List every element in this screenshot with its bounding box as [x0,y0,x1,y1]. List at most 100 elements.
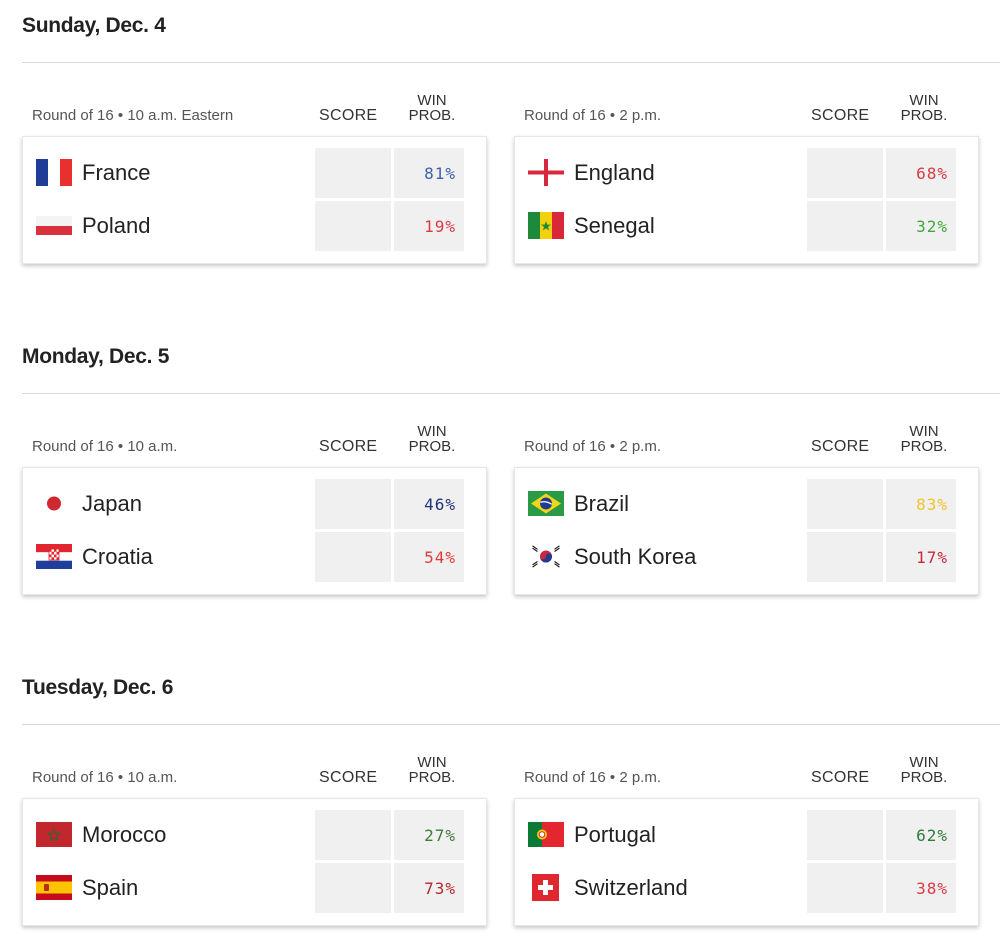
win-prob-value: 62% [916,826,948,845]
match-morocco-spain: Round of 16 • 10 a.m. SCORE WIN PROB. Mor… [22,752,487,928]
team-row: Senegal 32% [515,201,978,251]
japan-flag-icon [36,490,72,517]
day-divider [22,724,1000,725]
match-card: Morocco 27% Spain 73% [22,798,487,926]
team-name: Poland [82,213,151,238]
poland-flag-icon [36,212,72,239]
win-prob-header: WIN PROB. [900,92,948,124]
win-prob-value: 32% [916,217,948,236]
score-cell [315,863,391,913]
win-prob-value: 46% [424,495,456,514]
match-label: Round of 16 • 10 a.m. [32,769,178,786]
match-label: Round of 16 • 2 p.m. [524,107,661,124]
win-prob-cell: 46% [394,479,464,529]
score-header: SCORE [811,438,870,455]
score-cell [807,201,883,251]
score-cell [807,479,883,529]
match-label: Round of 16 • 2 p.m. [524,769,661,786]
team-row: Poland 19% [23,201,486,251]
team-row: South Korea 17% [515,532,978,582]
day-divider [22,62,1000,63]
win-prob-header: WIN PROB. [900,423,948,455]
win-prob-cell: 54% [394,532,464,582]
win-prob-header: WIN PROB. [408,423,456,455]
team-name: Portugal [574,822,656,847]
win-prob-cell: 38% [886,863,956,913]
team-name: Croatia [82,544,153,569]
score-cell [315,479,391,529]
team-row: Spain 73% [23,863,486,913]
score-cell [807,810,883,860]
win-prob-value: 17% [916,548,948,567]
win-prob-header: WIN PROB. [408,754,456,786]
match-england-senegal: Round of 16 • 2 p.m. SCORE WIN PROB. Engl… [514,90,979,266]
match-japan-croatia: Round of 16 • 10 a.m. SCORE WIN PROB. Jap… [22,421,487,597]
match-label: Round of 16 • 10 a.m. [32,438,178,455]
win-prob-value: 81% [424,164,456,183]
score-cell [315,532,391,582]
team-name: Spain [82,875,139,900]
day-title: Sunday, Dec. 4 [22,14,166,37]
team-name: Switzerland [574,875,688,900]
south-korea-flag-icon [528,543,564,570]
match-card: England 68% Senegal 32% [514,136,979,264]
win-prob-cell: 27% [394,810,464,860]
score-cell [807,863,883,913]
match-france-poland: Round of 16 • 10 a.m. Eastern SCORE WIN P… [22,90,487,266]
win-prob-value: 38% [916,879,948,898]
score-cell [315,148,391,198]
win-prob-cell: 19% [394,201,464,251]
team-name: Japan [82,491,142,516]
morocco-flag-icon [36,821,72,848]
score-header: SCORE [811,769,870,786]
team-name: Senegal [574,213,655,238]
team-name: Brazil [574,491,630,516]
team-name: England [574,160,655,185]
score-header: SCORE [811,107,870,124]
match-label: Round of 16 • 10 a.m. Eastern [32,107,234,124]
match-portugal-switzerland: Round of 16 • 2 p.m. SCORE WIN PROB. Port… [514,752,979,928]
score-header: SCORE [319,769,378,786]
win-prob-value: 68% [916,164,948,183]
win-prob-header: WIN PROB. [900,754,948,786]
win-prob-value: 83% [916,495,948,514]
team-row: France 81% [23,148,486,198]
win-prob-cell: 17% [886,532,956,582]
france-flag-icon [36,159,72,186]
win-prob-cell: 62% [886,810,956,860]
team-row: Portugal 62% [515,810,978,860]
team-row: Morocco 27% [23,810,486,860]
day-divider [22,393,1000,394]
match-card: Japan 46% Croatia 54% [22,467,487,595]
croatia-flag-icon [36,543,72,570]
portugal-flag-icon [528,821,564,848]
match-card: France 81% Poland 19% [22,136,487,264]
score-header: SCORE [319,438,378,455]
win-prob-value: 73% [424,879,456,898]
brazil-flag-icon [528,490,564,517]
team-row: Croatia 54% [23,532,486,582]
score-cell [807,532,883,582]
win-prob-value: 27% [424,826,456,845]
match-card: Brazil 83% South Korea 17% [514,467,979,595]
team-row: Japan 46% [23,479,486,529]
team-name: South Korea [574,544,697,569]
match-card: Portugal 62% Switzerland 38% [514,798,979,926]
win-prob-header: WIN PROB. [408,92,456,124]
score-cell [315,810,391,860]
senegal-flag-icon [528,212,564,239]
win-prob-cell: 81% [394,148,464,198]
win-prob-cell: 83% [886,479,956,529]
win-prob-value: 19% [424,217,456,236]
score-cell [807,148,883,198]
match-label: Round of 16 • 2 p.m. [524,438,661,455]
team-row: England 68% [515,148,978,198]
match-brazil-south-korea: Round of 16 • 2 p.m. SCORE WIN PROB. Braz… [514,421,979,597]
england-flag-icon [528,159,564,186]
team-name: France [82,160,151,185]
win-prob-cell: 68% [886,148,956,198]
day-title: Tuesday, Dec. 6 [22,676,174,699]
spain-flag-icon [36,874,72,901]
day-title: Monday, Dec. 5 [22,345,170,368]
team-row: Brazil 83% [515,479,978,529]
